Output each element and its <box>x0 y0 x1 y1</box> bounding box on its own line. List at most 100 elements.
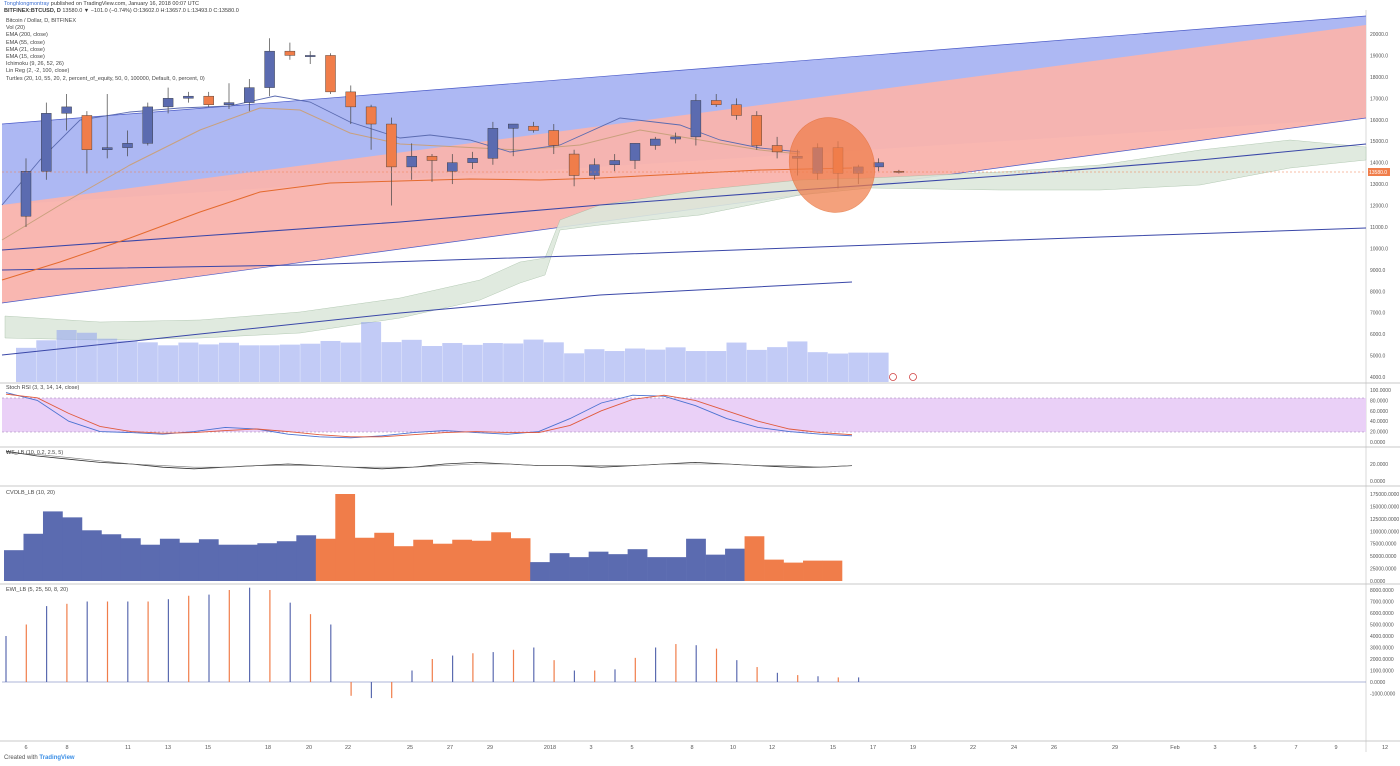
candle[interactable] <box>406 143 417 180</box>
cvol-bar <box>666 557 687 581</box>
candle[interactable] <box>447 154 458 185</box>
ewi-title[interactable]: EWI_LB (5, 25, 50, 8, 20) <box>6 587 69 593</box>
trade-marker-icon[interactable] <box>909 373 917 381</box>
candle[interactable] <box>365 104 377 150</box>
ewi-axis-label: 3000.0000 <box>1370 646 1394 652</box>
tradingview-logo[interactable]: TradingView <box>39 755 75 761</box>
candle[interactable] <box>751 111 762 150</box>
time-axis[interactable]: 6 8 11 13 15 18 20 22 25 27 29 2018 3 5 8 10 12 15 17 19 22 2… <box>24 745 1388 751</box>
legend-item[interactable]: Bitcoin / Dollar, D, BITFINEX <box>6 18 76 24</box>
candle[interactable] <box>629 143 641 170</box>
volume-bar <box>137 342 158 382</box>
cvol-bar <box>276 541 297 581</box>
ewi-histogram <box>5 587 860 699</box>
time-axis-label: 10 <box>730 745 736 751</box>
candle[interactable] <box>345 85 356 125</box>
stoch-rsi-axis: 100.0000 80.0000 60.0000 40.0000 20.0000 0.00… <box>1370 388 1391 446</box>
candle[interactable] <box>528 121 539 133</box>
candle[interactable] <box>203 91 214 107</box>
candle-body <box>20 170 32 217</box>
cvol-axis-label: 150000.0000 <box>1370 504 1399 510</box>
ewi-axis-label: 6000.0000 <box>1370 611 1394 617</box>
cvol-axis-label: 175000.0000 <box>1370 492 1399 498</box>
candle[interactable] <box>61 94 72 131</box>
volume-bar <box>76 332 97 382</box>
price-axis[interactable]: 20000.0 19000.0 18000.0 17000.0 16000.0 15000… <box>1370 32 1388 381</box>
wt-axis-label: 0.0000 <box>1370 479 1386 485</box>
time-axis-label: 15 <box>205 745 211 751</box>
candle[interactable] <box>508 123 519 157</box>
cvol-bar <box>647 557 667 581</box>
candle[interactable] <box>386 117 397 206</box>
stoch-rsi-band <box>2 398 1366 432</box>
candle[interactable] <box>426 154 438 182</box>
legend-item[interactable]: Ichimoku (9, 26, 52, 26) <box>6 61 64 68</box>
time-axis-label: 8 <box>690 745 693 751</box>
volume-bar <box>279 344 300 382</box>
candle-body <box>162 98 174 108</box>
candle[interactable] <box>223 83 235 110</box>
candle[interactable] <box>467 151 478 170</box>
price-axis-label: 18000.0 <box>1370 75 1388 81</box>
candle[interactable] <box>244 79 255 112</box>
chart-header: Tonghlongmontray published on TradingVie… <box>4 1 239 15</box>
cvol-axis-label: 50000.0000 <box>1370 554 1397 560</box>
candle-body <box>183 95 194 99</box>
candlestick-series[interactable] <box>20 38 905 227</box>
candle[interactable] <box>284 42 296 60</box>
ewi-axis-label: 4000.0000 <box>1370 634 1394 640</box>
legend-item[interactable]: EMA (15, close) <box>6 54 45 61</box>
candle[interactable] <box>41 102 52 180</box>
candle-body <box>751 115 762 146</box>
cvol-bar <box>822 560 843 581</box>
candle[interactable] <box>568 149 580 187</box>
candle[interactable] <box>183 91 194 103</box>
volume-bar <box>300 343 321 382</box>
candle[interactable] <box>650 136 661 150</box>
wt-title[interactable]: WT_LB (10, 0.2, 2.5, 5) <box>6 450 64 456</box>
candle-body <box>548 130 559 146</box>
stoch-rsi-title[interactable]: Stoch RSI (3, 3, 14, 14, close) <box>6 385 80 391</box>
candle[interactable] <box>548 124 559 155</box>
trade-marker-icon[interactable] <box>889 373 897 381</box>
legend-item[interactable]: Vol (20) <box>6 25 25 32</box>
candle[interactable] <box>589 158 600 180</box>
legend-item[interactable]: Turtles (20, 10, 55, 20, 2, percent_of_e… <box>6 75 205 82</box>
candle[interactable] <box>690 94 702 146</box>
volume-bar <box>726 342 747 382</box>
price-axis-label: 19000.0 <box>1370 53 1388 59</box>
candle[interactable] <box>731 98 742 120</box>
candle[interactable] <box>670 132 681 144</box>
candle[interactable] <box>771 136 783 159</box>
time-axis-label: 22 <box>345 745 351 751</box>
author-name[interactable]: Tonghlongmontray <box>4 1 50 7</box>
candle-body <box>365 106 377 125</box>
candle[interactable] <box>20 158 32 227</box>
cvol-bar <box>569 557 589 581</box>
legend-item[interactable]: EMA (200, close) <box>6 32 48 39</box>
candle[interactable] <box>609 154 620 172</box>
cvol-bar <box>549 553 570 581</box>
candle[interactable] <box>81 111 93 174</box>
candle[interactable] <box>325 53 336 95</box>
legend-item[interactable]: EMA (55, close) <box>6 39 45 46</box>
candle[interactable] <box>142 102 154 146</box>
candle[interactable] <box>264 38 275 97</box>
candle[interactable] <box>101 94 113 159</box>
candle[interactable] <box>305 51 316 65</box>
cvol-title[interactable]: CVOLB_LB (10, 20) <box>6 490 55 496</box>
candle[interactable] <box>487 121 499 165</box>
candle[interactable] <box>711 94 722 107</box>
cvol-bar <box>42 511 63 581</box>
candle-body <box>142 106 154 144</box>
legend-item[interactable]: Lin Reg (2, -2, 100, close) <box>6 68 70 75</box>
price-axis-label: 4000.0 <box>1370 375 1386 381</box>
cvol-bar <box>81 530 102 581</box>
candle[interactable] <box>162 87 174 114</box>
volume-bar <box>178 342 199 382</box>
candle[interactable] <box>122 130 133 157</box>
volume-bar <box>564 353 585 382</box>
time-axis-label: 5 <box>1253 745 1256 751</box>
legend-item[interactable]: EMA (21, close) <box>6 46 45 53</box>
